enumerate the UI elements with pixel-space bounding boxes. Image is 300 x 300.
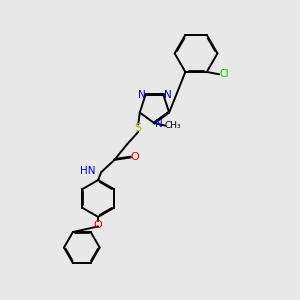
Text: O: O — [130, 152, 140, 163]
Text: N: N — [155, 119, 163, 129]
Text: N: N — [164, 90, 171, 100]
Text: S: S — [135, 123, 142, 133]
Text: N: N — [138, 90, 146, 100]
Text: HN: HN — [80, 167, 95, 176]
Text: Cl: Cl — [220, 69, 230, 79]
Text: O: O — [94, 220, 103, 230]
Text: CH₃: CH₃ — [165, 121, 181, 130]
